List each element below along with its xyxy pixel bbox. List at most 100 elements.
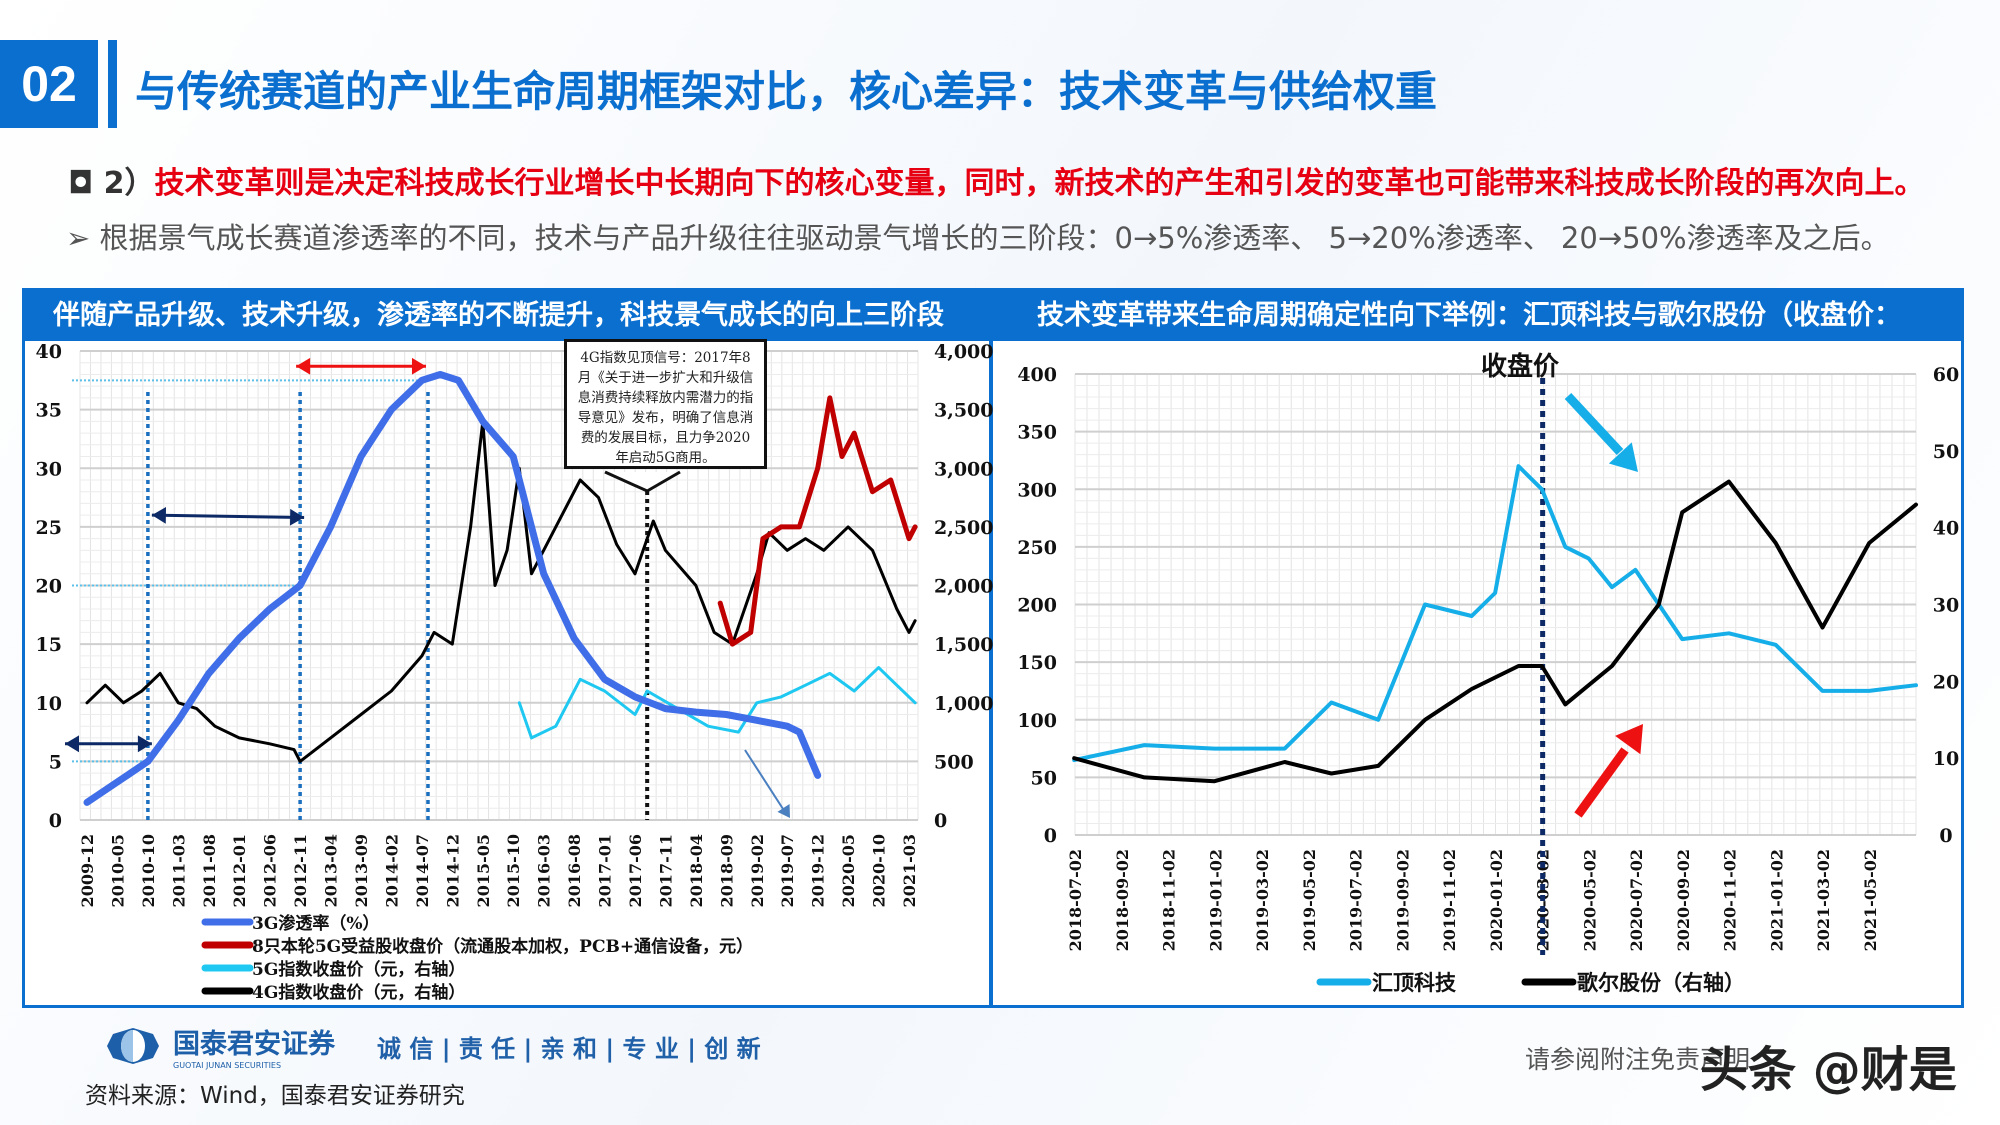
watermark: 头条 @财是 <box>1700 1042 1957 1098</box>
y-right-tick-label: 2,500 <box>934 517 994 539</box>
section-number: 02 <box>0 40 98 128</box>
bullet-2: ➢ 根据景气成长赛道渗透率的不同，技术与产品升级往往驱动景气增长的三阶段：0→5… <box>66 221 1890 255</box>
stage-2-arrow-head-start <box>151 506 167 524</box>
y-left-tick-label: 400 <box>1017 364 1057 386</box>
x-tick-label: 2014-07 <box>413 834 432 907</box>
x-tick-label: 2015-10 <box>504 834 523 907</box>
x-tick-label: 2018-09-02 <box>1113 849 1132 951</box>
y-left-tick-label: 40 <box>36 341 62 363</box>
series-line-2 <box>517 666 917 740</box>
x-tick-label: 2019-07-02 <box>1347 849 1366 951</box>
annotation-callout: 4G指数见顶信号：2017年8月《关于进一步扩大和升级信息消费持续释放内需潜力的… <box>564 339 767 469</box>
y-right-tick-label: 3,500 <box>934 400 994 422</box>
stage-2-arrow-head-end <box>289 508 305 526</box>
stage-1-arrow-head-start <box>65 735 79 753</box>
y-right-tick-label: 2,000 <box>934 576 994 598</box>
x-tick-label: 2019-03-02 <box>1253 849 1272 951</box>
legend-label: 歌尔股份（右轴） <box>1577 970 1745 995</box>
y-left-tick-label: 100 <box>1017 710 1057 732</box>
y-right-tick-label: 10 <box>1933 748 1959 770</box>
y-left-tick-label: 5 <box>49 751 62 773</box>
right-chart-title: 技术变革带来生命周期确定性向下举例：汇顶科技与歌尔股份（收盘价： <box>993 291 1961 341</box>
y-right-tick-label: 3,000 <box>934 458 994 480</box>
legend-label: 8只本轮5G受益股收盘价（流通股本加权，PCB+通信设备，元） <box>252 936 753 957</box>
y-left-tick-label: 35 <box>36 400 62 422</box>
logo-cn: 国泰君安证券 <box>173 1029 335 1060</box>
x-tick-label: 2019-07 <box>778 834 797 907</box>
logo-mark-icon <box>107 1028 159 1064</box>
legend-label: 5G指数收盘价（元，右轴） <box>252 959 465 980</box>
series-line-1 <box>717 395 918 647</box>
title-accent-bar <box>108 40 117 128</box>
x-tick-label: 2010-10 <box>139 834 158 907</box>
stage-3-arrow-head-end <box>411 357 426 375</box>
x-tick-label: 2020-11-02 <box>1721 849 1740 951</box>
x-tick-label: 2010-05 <box>108 834 127 907</box>
x-tick-label: 2009-12 <box>78 834 97 907</box>
x-tick-label: 2021-01-02 <box>1767 849 1786 951</box>
x-tick-label: 2016-08 <box>565 834 584 907</box>
x-tick-label: 2013-09 <box>352 834 371 907</box>
x-tick-label: 2011-08 <box>200 834 219 907</box>
x-tick-label: 2020-05 <box>839 834 858 907</box>
x-tick-label: 2017-06 <box>626 834 645 907</box>
x-tick-label: 2020-09-02 <box>1674 849 1693 951</box>
y-right-tick-label: 0 <box>1939 825 1952 847</box>
y-right-tick-label: 4,000 <box>934 341 994 363</box>
x-tick-label: 2012-01 <box>230 834 249 907</box>
left-chart-title: 伴随产品升级、技术升级，渗透率的不断提升，科技景气成长的向上三阶段 <box>25 291 989 341</box>
x-tick-label: 2014-02 <box>382 834 401 907</box>
y-left-tick-label: 10 <box>36 693 62 715</box>
y-left-tick-label: 300 <box>1017 479 1057 501</box>
x-tick-label: 2018-09 <box>717 834 736 907</box>
x-tick-label: 2021-05-02 <box>1861 849 1880 951</box>
y-left-tick-label: 25 <box>36 517 62 539</box>
x-tick-label: 2011-03 <box>169 834 188 907</box>
series-line-3 <box>85 419 917 763</box>
x-tick-label: 2019-02 <box>748 834 767 907</box>
x-tick-label: 2021-03 <box>900 834 919 907</box>
bullet-1-prefix: ◘ 2） <box>68 166 155 201</box>
y-left-tick-label: 30 <box>36 458 62 480</box>
stage-2-arrow <box>151 513 305 519</box>
chart-subtitle: 收盘价 <box>1481 351 1560 382</box>
legend-label: 3G渗透率（%） <box>252 913 380 934</box>
callout-pointer <box>604 470 681 493</box>
y-right-tick-label: 20 <box>1933 671 1959 693</box>
series-line-0 <box>83 371 822 806</box>
down-arrow <box>1564 392 1624 456</box>
y-right-tick-label: 50 <box>1933 441 1959 463</box>
bullet-1: ◘ 2）技术变革则是决定科技成长行业增长中长期向下的核心变量，同时，新技术的产生… <box>68 158 1925 202</box>
decline-arrow <box>744 749 786 813</box>
x-tick-label: 2018-11-02 <box>1160 849 1179 951</box>
y-left-tick-label: 0 <box>49 810 62 832</box>
x-tick-label: 2019-11-02 <box>1440 849 1459 951</box>
x-tick-label: 2019-12 <box>809 834 828 907</box>
motto: 诚 信 | 责 任 | 亲 和 | 专 业 | 创 新 <box>377 1034 761 1063</box>
series-line-0 <box>1072 464 1918 763</box>
decline-arrow-head <box>777 804 790 818</box>
stage-1-arrow-head-end <box>137 735 152 753</box>
y-right-tick-label: 40 <box>1933 518 1959 540</box>
x-tick-label: 2012-11 <box>291 834 310 907</box>
up-arrow-head <box>1615 724 1643 755</box>
x-tick-label: 2018-04 <box>687 834 706 907</box>
x-tick-label: 2020-10 <box>870 834 889 907</box>
x-tick-label: 2021-03-02 <box>1814 849 1833 951</box>
legend-label: 4G指数收盘价（元，右轴） <box>252 982 465 1003</box>
up-arrow <box>1574 747 1629 818</box>
y-left-tick-label: 350 <box>1017 422 1057 444</box>
y-right-tick-label: 1,500 <box>934 634 994 656</box>
x-tick-label: 2020-05-02 <box>1580 849 1599 951</box>
y-right-tick-label: 0 <box>934 810 947 832</box>
x-tick-label: 2014-12 <box>443 834 462 907</box>
stage-3-arrow-head-start <box>296 357 311 375</box>
bullet-1-text: 技术变革则是决定科技成长行业增长中长期向下的核心变量，同时，新技术的产生和引发的… <box>154 166 1925 201</box>
page-title: 与传统赛道的产业生命周期框架对比，核心差异：技术变革与供给权重 <box>135 67 1438 116</box>
x-tick-label: 2019-05-02 <box>1300 849 1319 951</box>
y-right-tick-label: 500 <box>934 751 974 773</box>
x-tick-label: 2017-11 <box>656 834 675 907</box>
x-tick-label: 2012-06 <box>261 834 280 907</box>
y-right-tick-label: 1,000 <box>934 693 994 715</box>
